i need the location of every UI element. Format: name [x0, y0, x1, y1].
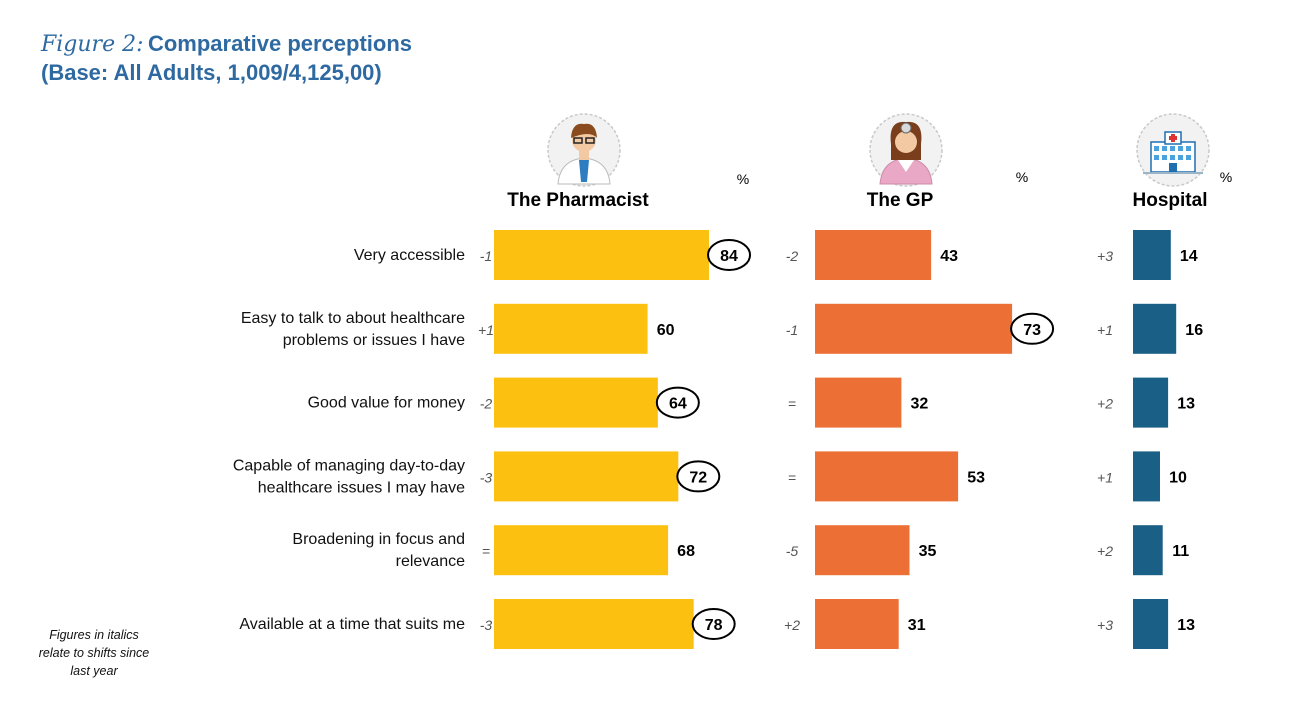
data-label: 35	[919, 543, 937, 560]
footnote: Figures in italics relate to shifts sinc…	[38, 628, 150, 678]
shift-label: +1	[1097, 469, 1113, 485]
shift-label: -2	[480, 396, 493, 412]
data-label: 13	[1177, 617, 1195, 634]
bar	[494, 599, 694, 649]
bar	[494, 230, 710, 280]
data-label: 43	[940, 248, 958, 265]
data-label: 64	[669, 396, 687, 413]
series-title: The Pharmacist	[507, 190, 649, 211]
data-label: 14	[1180, 248, 1198, 265]
data-label: 72	[689, 469, 707, 486]
shift-label: -1	[786, 322, 798, 338]
data-label: 16	[1185, 322, 1203, 339]
highlight-circle	[691, 608, 736, 640]
bar	[494, 303, 648, 354]
shift-label: +3	[1097, 617, 1113, 633]
bar	[1133, 525, 1163, 576]
data-label: 11	[1172, 543, 1189, 560]
bar	[494, 451, 679, 502]
title-text: Comparative perceptions	[147, 31, 413, 56]
category-label: Easy to talk to about healthcare	[241, 310, 465, 327]
pharmacist-icon	[547, 113, 621, 187]
series-title: Hospital	[1133, 190, 1208, 211]
percent-unit-label: %	[737, 171, 749, 187]
bar	[1133, 451, 1160, 502]
shift-label: +1	[478, 322, 494, 338]
bar	[815, 377, 902, 428]
category-label: Broadening in focus and	[292, 531, 465, 548]
bar	[494, 377, 658, 428]
category-label: Good value for money	[308, 395, 465, 412]
percent-unit-label: %	[1220, 169, 1232, 185]
data-label: 73	[1023, 322, 1041, 339]
category-label: problems or issues I have	[283, 332, 465, 349]
data-label: 32	[911, 396, 929, 413]
category-label: healthcare issues I may have	[258, 479, 465, 496]
series-title: The GP	[867, 190, 934, 211]
shift-label: +2	[1097, 396, 1113, 412]
shift-label: =	[482, 543, 490, 559]
shift-label: +2	[1097, 543, 1113, 559]
shift-label: +1	[1097, 322, 1113, 338]
data-label: 53	[967, 469, 985, 486]
category-label: Available at a time that suits me	[239, 616, 465, 633]
percent-unit-label: %	[1016, 169, 1028, 185]
shift-label: -3	[480, 617, 493, 633]
bar	[1133, 599, 1169, 649]
shift-label: -2	[786, 248, 799, 264]
bar	[815, 525, 910, 576]
bar	[815, 303, 1013, 354]
shift-label: +3	[1097, 248, 1113, 264]
highlight-circle	[655, 386, 700, 419]
shift-label: +2	[784, 617, 800, 633]
category-label: relevance	[396, 553, 465, 570]
base-note: (Base: All Adults, 1,009/4,125,00)	[41, 60, 382, 85]
bar	[1133, 377, 1169, 428]
data-label: 13	[1177, 396, 1195, 413]
bar	[815, 451, 959, 502]
data-label: 60	[657, 322, 675, 339]
data-label: 78	[705, 617, 723, 634]
bar	[1133, 303, 1177, 354]
highlight-circle	[1010, 312, 1055, 345]
highlight-circle	[676, 460, 721, 493]
data-label: 31	[908, 617, 926, 634]
category-label: Capable of managing day-to-day	[233, 457, 465, 474]
data-label: 84	[720, 248, 738, 265]
shift-label: -3	[480, 469, 493, 485]
shift-label: =	[788, 396, 796, 412]
bar	[815, 599, 899, 649]
chart-title: Figure 2: Comparative perceptions (Base:…	[41, 31, 412, 86]
figure-number: Figure 2:	[41, 32, 144, 57]
category-label: Very accessible	[354, 247, 465, 264]
highlight-circle	[707, 239, 752, 271]
shift-label: -1	[480, 248, 492, 264]
data-label: 10	[1169, 469, 1187, 486]
shift-label: =	[788, 469, 796, 485]
hospital-icon	[1136, 113, 1210, 187]
data-label: 68	[677, 543, 695, 560]
bar	[815, 230, 932, 280]
bar	[494, 525, 669, 576]
doctor-icon	[869, 113, 943, 187]
shift-label: -5	[786, 543, 799, 559]
bar	[1133, 230, 1171, 280]
